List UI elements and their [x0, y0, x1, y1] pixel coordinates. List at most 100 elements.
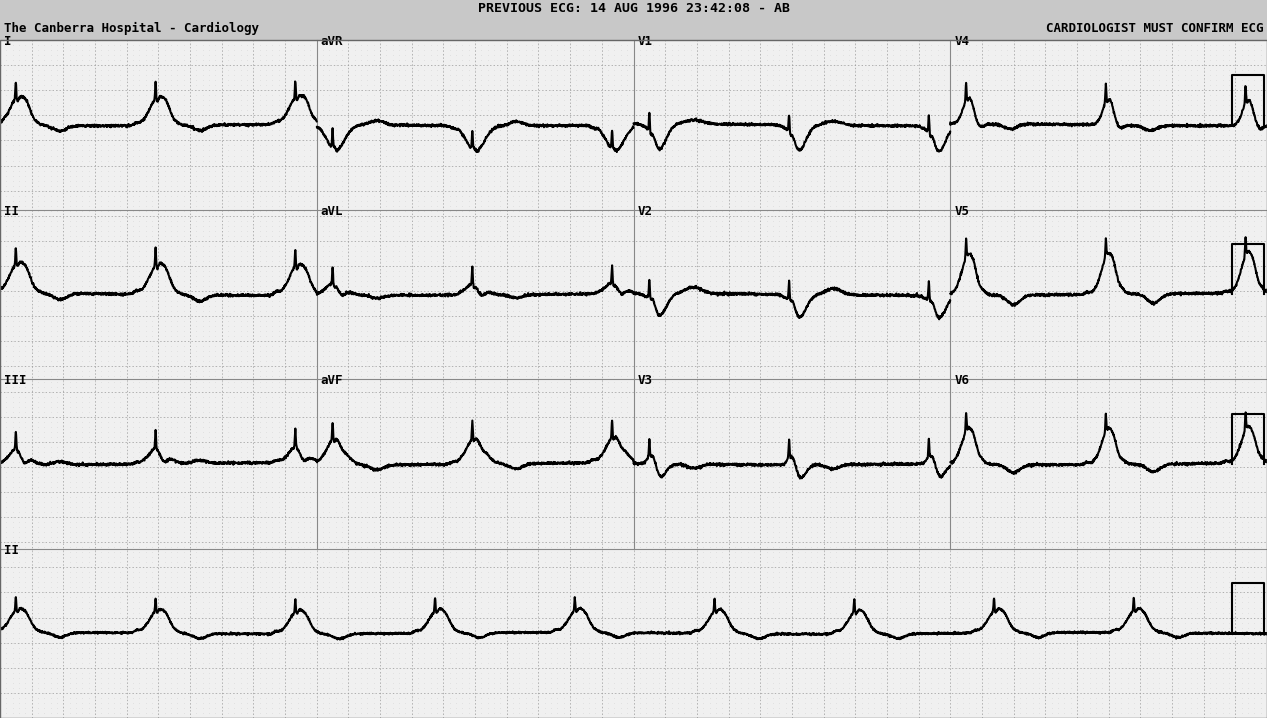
Point	[794, 120, 815, 131]
Point	[674, 391, 694, 402]
Point	[1225, 637, 1245, 648]
Point	[1156, 642, 1176, 653]
Point	[1048, 325, 1068, 337]
Point	[737, 602, 758, 613]
Point	[357, 436, 378, 447]
Point	[148, 541, 169, 553]
Point	[0, 677, 16, 689]
Point	[193, 577, 213, 588]
Point	[243, 215, 264, 227]
Point	[357, 185, 378, 197]
Point	[1257, 225, 1267, 237]
Point	[1244, 506, 1264, 518]
Point	[1105, 546, 1125, 558]
Point	[1124, 130, 1144, 141]
Point	[414, 587, 435, 598]
Point	[427, 200, 447, 212]
Point	[611, 155, 631, 167]
Point	[0, 592, 16, 603]
Point	[1206, 667, 1226, 679]
Point	[972, 697, 992, 709]
Point	[338, 165, 359, 177]
Point	[1010, 285, 1030, 297]
Point	[927, 195, 948, 207]
Point	[674, 265, 694, 276]
Point	[161, 506, 181, 518]
Point	[1175, 431, 1195, 442]
Point	[769, 551, 789, 563]
Point	[250, 95, 270, 106]
Point	[991, 270, 1011, 281]
Point	[490, 652, 511, 663]
Point	[383, 572, 403, 583]
Point	[47, 431, 67, 442]
Point	[744, 491, 764, 503]
Point	[902, 707, 922, 718]
Point	[1098, 476, 1119, 488]
Point	[820, 521, 840, 533]
Point	[554, 350, 574, 362]
Point	[1111, 330, 1131, 342]
Point	[427, 350, 447, 362]
Point	[693, 602, 713, 613]
Point	[668, 386, 688, 397]
Point	[1092, 220, 1112, 232]
Point	[1143, 471, 1163, 482]
Point	[1067, 260, 1087, 271]
Point	[1175, 577, 1195, 588]
Point	[421, 667, 441, 679]
Point	[554, 491, 574, 503]
Point	[585, 130, 606, 141]
Point	[117, 115, 137, 126]
Point	[262, 697, 283, 709]
Point	[72, 340, 92, 352]
Point	[1257, 572, 1267, 583]
Point	[737, 541, 758, 553]
Point	[307, 476, 327, 488]
Point	[1213, 155, 1233, 167]
Point	[864, 295, 884, 307]
Point	[750, 115, 770, 126]
Point	[839, 501, 859, 513]
Point	[433, 60, 454, 71]
Point	[940, 285, 960, 297]
Point	[161, 531, 181, 543]
Point	[1187, 541, 1207, 553]
Point	[389, 511, 409, 523]
Point	[1029, 546, 1049, 558]
Point	[370, 496, 390, 508]
Point	[408, 220, 428, 232]
Point	[28, 572, 48, 583]
Point	[1003, 140, 1024, 151]
Point	[528, 446, 549, 457]
Point	[896, 185, 916, 197]
Point	[446, 95, 466, 106]
Point	[693, 426, 713, 437]
Point	[1175, 350, 1195, 362]
Point	[547, 662, 568, 673]
Point	[699, 687, 720, 699]
Point	[383, 642, 403, 653]
Point	[699, 592, 720, 603]
Point	[91, 330, 111, 342]
Point	[421, 340, 441, 352]
Point	[174, 491, 194, 503]
Point	[1200, 702, 1220, 714]
Point	[199, 612, 219, 623]
Point	[199, 325, 219, 337]
Point	[237, 55, 257, 66]
Point	[91, 501, 111, 513]
Point	[1016, 39, 1036, 51]
Point	[490, 486, 511, 498]
Point	[231, 607, 251, 618]
Point	[978, 45, 998, 56]
Point	[142, 150, 162, 162]
Point	[218, 587, 238, 598]
Point	[706, 190, 726, 202]
Point	[129, 250, 150, 261]
Point	[1022, 501, 1043, 513]
Point	[661, 265, 682, 276]
Point	[858, 607, 878, 618]
Point	[427, 195, 447, 207]
Point	[642, 260, 663, 271]
